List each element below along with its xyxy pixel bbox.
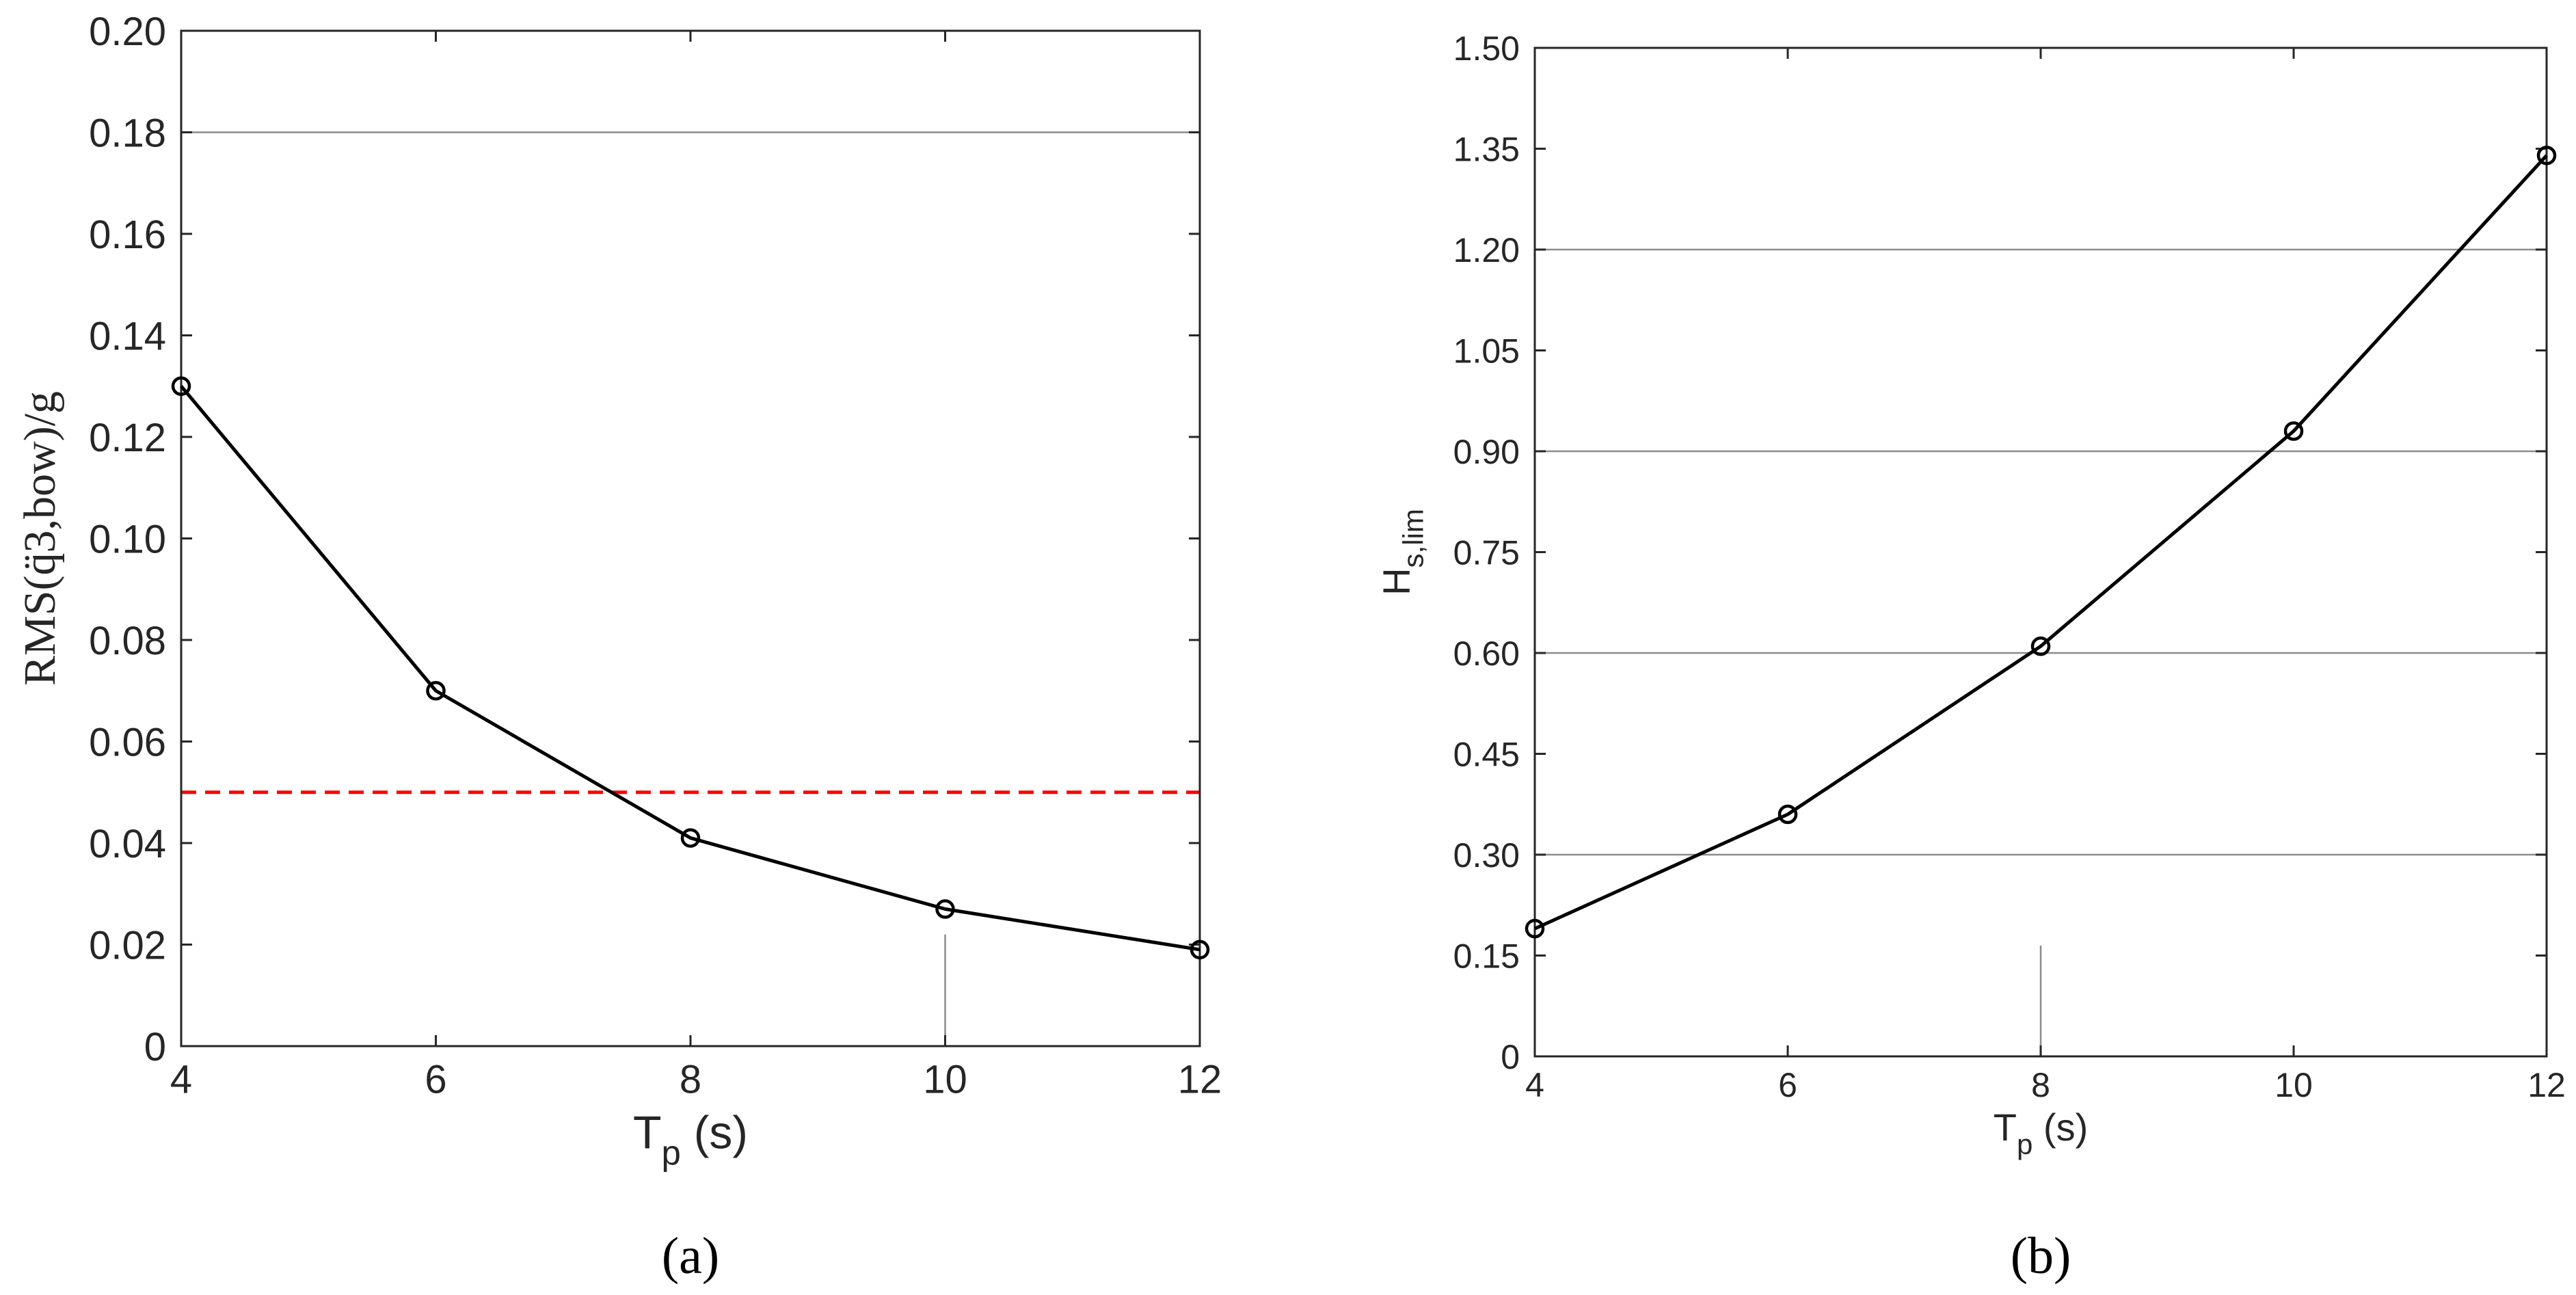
y-tick-label: 0.75 [1453,534,1520,572]
x-axis-title: Tp (s) [633,1107,748,1173]
x-axis-title-sub: p [661,1133,680,1172]
x-axis-title-main: T [633,1107,662,1159]
y-axis-title: Hs,lim [1375,509,1430,596]
data-point [2283,421,2304,441]
y-tick-label: 0.04 [89,822,166,866]
x-axis-title-sub: p [2017,1128,2032,1160]
y-axis-title-sub: s,lim [1397,509,1430,568]
y-tick-label: 0.06 [89,720,166,764]
y-tick-label: 0 [1501,1038,1520,1076]
x-tick-label: 4 [1525,1066,1544,1104]
x-tick-label: 8 [2031,1066,2050,1104]
x-tick-label: 10 [2275,1066,2313,1104]
data-point [1190,939,1210,960]
x-axis-title-main: T [1994,1106,2017,1149]
x-tick-label: 12 [1178,1057,1222,1102]
data-point [2030,636,2051,656]
data-point [171,376,191,396]
y-tick-label: 1.20 [1453,231,1520,269]
y-tick-label: 0.18 [89,111,166,155]
x-tick-label: 10 [923,1057,967,1102]
x-tick-label: 12 [2527,1066,2566,1104]
y-tick-label: 0.14 [89,314,166,358]
y-tick-label: 0.16 [89,213,166,257]
data-point [2536,146,2557,165]
data-point [1777,804,1798,825]
y-tick-label: 0.02 [89,923,166,967]
panel-label: (a) [662,1227,719,1285]
chart-panel-b: 0 0.15 0.30 0.45 0.60 0.75 0.90 1.05 1.20 1.35 1.5… [1375,29,2566,1285]
y-tick-label: 1.05 [1453,332,1520,371]
y-axis-title-main: H [1375,568,1418,595]
data-point [426,681,446,701]
data-point [1525,918,1545,939]
y-tick-label: 0.20 [89,10,166,54]
y-tick-label: 0.08 [89,619,166,663]
axes-box [1533,46,2548,1058]
x-axis-title-unit: (s) [681,1107,748,1159]
y-tick-label: 0.60 [1453,635,1520,673]
panel-label: (b) [2011,1227,2071,1285]
y-tick-label: 0.15 [1453,937,1520,976]
y-tick-label: 0 [144,1025,166,1069]
y-axis-title: RMS(q̈3,bow)/g [15,391,65,686]
data-point [680,828,701,848]
y-tick-label: 0.12 [89,416,166,460]
y-tick-label: 1.50 [1453,29,1520,68]
data-point [935,899,955,919]
x-axis-title-unit: (s) [2032,1106,2088,1149]
y-tick-label: 1.35 [1453,131,1520,169]
chart-panel-a: 0 0.02 0.04 0.06 0.08 0.10 0.12 0.14 0.16 0.18 0.2… [15,10,1222,1285]
series-line [1533,154,2548,931]
y-tick-label: 0.30 [1453,836,1520,875]
x-tick-label: 6 [1778,1066,1797,1104]
series-line [180,385,1200,952]
x-tick-label: 8 [680,1057,701,1102]
x-tick-label: 6 [425,1057,446,1102]
x-axis-title: Tp (s) [1994,1106,2088,1160]
y-tick-label: 0.10 [89,517,166,561]
axes-box [180,29,1201,1047]
y-tick-label: 0.45 [1453,736,1520,774]
y-tick-label: 0.90 [1453,433,1520,471]
x-tick-label: 4 [170,1057,192,1102]
